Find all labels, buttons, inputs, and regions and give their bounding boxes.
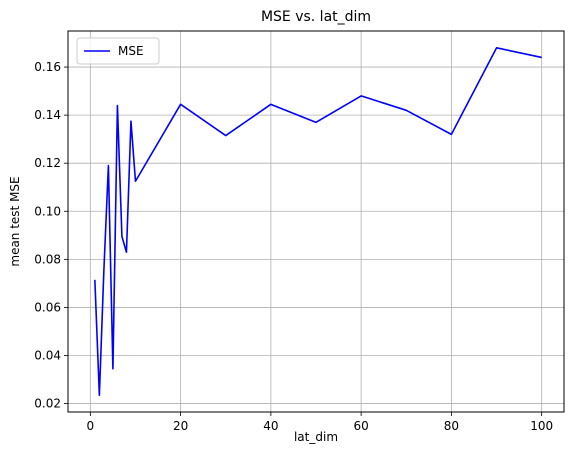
y-tick-label: 0.08 (34, 252, 61, 266)
legend: MSE (76, 37, 160, 65)
y-tick-label: 0.02 (34, 397, 61, 411)
y-tick-label: 0.14 (34, 108, 61, 122)
x-axis-label: lat_dim (294, 430, 338, 444)
grid (68, 31, 564, 412)
x-tick-label: 80 (444, 419, 459, 433)
axes-frame (67, 30, 565, 413)
y-tick-label: 0.04 (34, 349, 61, 363)
x-tick-label: 60 (353, 419, 368, 433)
plot-area (94, 47, 542, 396)
series-line-mse (94, 47, 542, 396)
ticks: 0 20 40 60 80 100 0.02 0.04 0.06 0.08 0.10 0.12 0.14… (34, 60, 553, 433)
x-tick-label: 20 (173, 419, 188, 433)
y-tick-label: 0.16 (34, 60, 61, 74)
legend-box (76, 37, 160, 65)
y-tick-label: 0.10 (34, 204, 61, 218)
chart-title: MSE vs. lat_dim (261, 9, 371, 25)
x-tick-label: 40 (263, 419, 278, 433)
x-tick-label: 100 (530, 419, 553, 433)
y-tick-label: 0.12 (34, 156, 61, 170)
x-tick-label: 0 (87, 419, 95, 433)
y-axis-label: mean test MSE (8, 176, 22, 266)
legend-label: MSE (118, 44, 144, 58)
y-tick-label: 0.06 (34, 300, 61, 314)
